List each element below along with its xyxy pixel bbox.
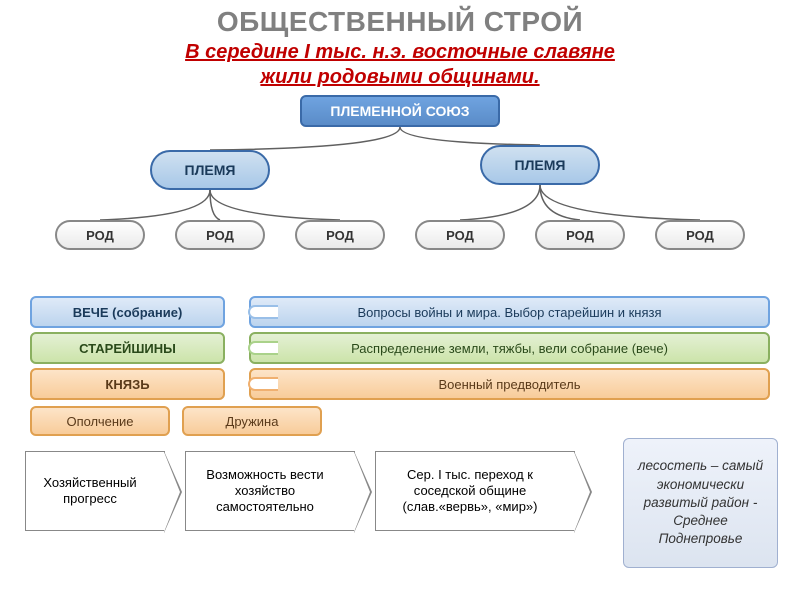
band-desc: Военный предводитель (249, 368, 770, 400)
band-connector (248, 341, 278, 355)
governance-bands: ВЕЧЕ (собрание) Вопросы войны и мира. Вы… (30, 296, 770, 404)
node-rod: РОД (55, 220, 145, 250)
military-boxes: Ополчение Дружина (30, 406, 322, 436)
node-rod: РОД (655, 220, 745, 250)
subtitle: В середине I тыс. н.э. восточные славяне… (0, 40, 800, 90)
box-militia: Ополчение (30, 406, 170, 436)
node-rod: РОД (295, 220, 385, 250)
arrow-step-3: Сер. I тыс. переход к соседской общине (… (375, 451, 575, 531)
band-connector (248, 377, 278, 391)
node-tribe-left: ПЛЕМЯ (150, 150, 270, 190)
band-row-veche: ВЕЧЕ (собрание) Вопросы войны и мира. Вы… (30, 296, 770, 328)
side-note: лесостепь – самый экономически развитый … (623, 438, 778, 568)
band-label: КНЯЗЬ (30, 368, 225, 400)
band-row-prince: КНЯЗЬ Военный предводитель (30, 368, 770, 400)
hierarchy-tree: ПЛЕМЕННОЙ СОЮЗ ПЛЕМЯ ПЛЕМЯ РОД РОД РОД Р… (0, 90, 800, 265)
band-desc: Распределение земли, тяжбы, вели собрани… (249, 332, 770, 364)
band-label: СТАРЕЙШИНЫ (30, 332, 225, 364)
progress-flow: Хозяйственный прогресс Возможность вести… (25, 451, 575, 531)
node-rod: РОД (415, 220, 505, 250)
arrow-step-2: Возможность вести хозяйство самостоятель… (185, 451, 355, 531)
band-label: ВЕЧЕ (собрание) (30, 296, 225, 328)
band-desc: Вопросы войны и мира. Выбор старейшин и … (249, 296, 770, 328)
subtitle-line-2: жили родовыми общинами. (260, 66, 539, 88)
arrow-step-1: Хозяйственный прогресс (25, 451, 165, 531)
page-title: ОБЩЕСТВЕННЫЙ СТРОЙ (0, 6, 800, 38)
band-connector (248, 305, 278, 319)
node-tribe-right: ПЛЕМЯ (480, 145, 600, 185)
node-rod: РОД (175, 220, 265, 250)
band-row-elders: СТАРЕЙШИНЫ Распределение земли, тяжбы, в… (30, 332, 770, 364)
box-druzhina: Дружина (182, 406, 322, 436)
node-tribal-union: ПЛЕМЕННОЙ СОЮЗ (300, 95, 500, 127)
node-rod: РОД (535, 220, 625, 250)
subtitle-line-1: В середине I тыс. н.э. восточные славяне (185, 41, 615, 63)
